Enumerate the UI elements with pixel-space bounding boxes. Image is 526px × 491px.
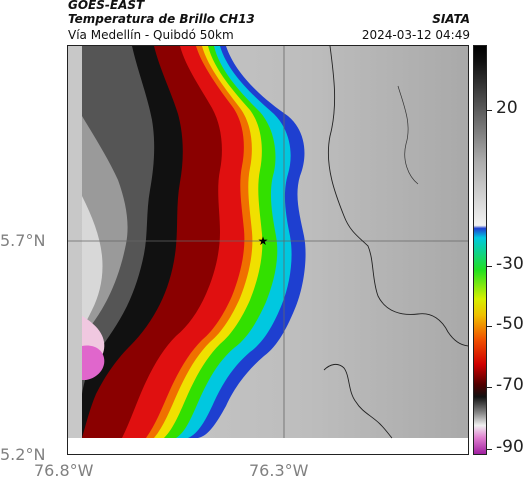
datetime-label: 2024-03-12 04:49 [361, 28, 470, 42]
lat-tick-5.7: 5.7°N [0, 231, 46, 250]
colorbar-gradient [474, 46, 486, 454]
lon-tick-76.8: 76.8°W [34, 461, 94, 480]
cbar-tick-mark--50 [487, 326, 492, 327]
map-canvas: ★ [68, 46, 468, 454]
cbar-label--70: -70 [496, 375, 524, 395]
cbar-tick-mark--30 [487, 266, 492, 267]
lon-tick-76.3: 76.3°W [249, 461, 309, 480]
route-subtitle: Vía Medellín - Quibdó 50km [68, 28, 234, 42]
cbar-tick-mark-20 [487, 110, 492, 111]
header: GOES-EAST Temperatura de Brillo CH13 Vía… [0, 0, 526, 46]
lat-tick-5.2: 5.2°N [0, 445, 46, 464]
no-data-strip [68, 438, 468, 454]
cbar-tick-mark--70 [487, 387, 492, 388]
border-line [327, 46, 468, 347]
band-magenta [82, 345, 105, 380]
colorbar [473, 45, 487, 455]
product-title: Temperatura de Brillo CH13 [68, 12, 255, 26]
cbar-label--30: -30 [496, 254, 524, 274]
cbar-tick-mark--90 [487, 449, 492, 450]
band-lightgray [82, 196, 103, 330]
satellite-title: GOES-EAST [68, 0, 145, 12]
cbar-label-20: 20 [496, 98, 518, 118]
river-line [323, 363, 393, 439]
cbar-label--90: -90 [496, 437, 524, 457]
satellite-map[interactable]: ★ [67, 45, 469, 455]
cbar-label--50: -50 [496, 314, 524, 334]
org-label: SIATA [432, 12, 470, 26]
location-marker-icon[interactable]: ★ [258, 234, 269, 248]
border-line-2 [397, 85, 419, 185]
